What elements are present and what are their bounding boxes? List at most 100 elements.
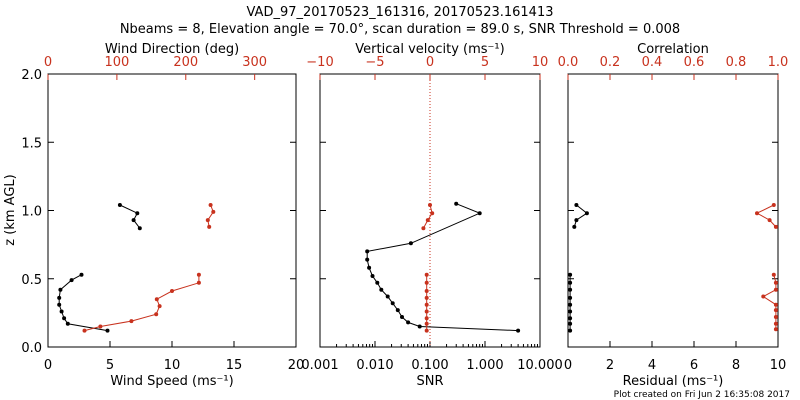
- wind-wind-speed-point: [58, 287, 63, 292]
- snr-snr-point: [408, 241, 413, 246]
- snr-snr-point: [375, 280, 380, 285]
- snr-snr-point: [477, 211, 482, 216]
- snr-vertical-velocity-point: [424, 321, 429, 326]
- residual-residual-point: [574, 218, 579, 223]
- snr-snr-point: [454, 201, 459, 206]
- wind-wind-direction-point: [154, 312, 159, 317]
- snr-top-tick-label: −10: [306, 55, 333, 70]
- residual-correlation-point: [773, 327, 778, 332]
- wind-wind-speed-point: [137, 226, 142, 231]
- snr-snr-point: [390, 301, 395, 306]
- snr-top-tick-label: −5: [365, 55, 384, 70]
- residual-x-axis-label: Residual (ms⁻¹): [623, 374, 724, 389]
- wind-top-tick-label: 200: [173, 55, 198, 70]
- y-tick-label: 2.0: [21, 68, 42, 83]
- residual-correlation-point: [761, 294, 766, 299]
- wind-wind-direction-point: [170, 289, 174, 293]
- residual-correlation-point: [773, 224, 778, 229]
- snr-vertical-velocity-line: [422, 204, 433, 229]
- residual-bottom-tick-label: 0: [564, 358, 572, 373]
- residual-residual-point: [568, 272, 573, 277]
- residual-top-tick-label: 0.4: [642, 55, 663, 70]
- y-axis-label: z (km AGL): [3, 174, 18, 245]
- snr-top-tick-label: 10: [532, 55, 549, 70]
- snr-x-axis-label: SNR: [416, 374, 443, 389]
- wind-bottom-tick-label: 0: [44, 358, 52, 373]
- wind-bottom-tick-label: 5: [106, 358, 114, 373]
- wind-wind-direction-line: [207, 204, 214, 228]
- residual-correlation-point: [773, 321, 778, 326]
- residual-correlation-line: [755, 204, 777, 228]
- wind-top-tick-label: 300: [242, 55, 267, 70]
- snr-vertical-velocity-point: [424, 316, 429, 321]
- wind-wind-speed-point: [57, 295, 62, 300]
- wind-wind-speed-point: [65, 321, 70, 326]
- wind-wind-direction-point: [196, 280, 201, 285]
- residual-correlation-point: [771, 272, 776, 277]
- residual-correlation-point: [755, 211, 759, 216]
- snr-snr-point: [379, 287, 384, 292]
- wind-wind-speed-point: [131, 218, 136, 223]
- snr-top-axis-label: Vertical velocity (ms⁻¹): [355, 42, 504, 57]
- snr-snr-line: [366, 203, 519, 332]
- snr-vertical-velocity-point: [421, 226, 426, 231]
- figure-title-line2: Nbeams = 8, Elevation angle = 70.0°, sca…: [120, 22, 680, 37]
- snr-snr-point: [370, 274, 375, 278]
- snr-vertical-velocity-point: [424, 272, 429, 277]
- wind-wind-speed-line: [119, 204, 141, 229]
- wind-wind-speed-point: [59, 309, 64, 314]
- residual-top-tick-label: 0.8: [726, 55, 747, 70]
- wind-bottom-tick-label: 10: [164, 358, 181, 373]
- snr-bottom-tick-label: 10.000: [517, 358, 563, 373]
- wind-wind-speed-point: [79, 272, 84, 277]
- residual-residual-point: [568, 287, 573, 292]
- wind-top-axis-label: Wind Direction (deg): [105, 42, 239, 57]
- snr-vertical-velocity-point: [424, 309, 429, 314]
- residual-top-axis-label: Correlation: [637, 42, 709, 57]
- snr-snr-point: [365, 257, 370, 262]
- snr-vertical-velocity-point: [424, 280, 429, 285]
- snr-vertical-velocity-point: [424, 295, 429, 300]
- snr-snr-point: [400, 315, 404, 319]
- residual-top-tick-label: 0.2: [600, 55, 621, 70]
- wind-wind-speed-point: [117, 203, 122, 207]
- wind-top-tick-label: 0: [44, 55, 52, 70]
- residual-residual-point: [568, 328, 573, 333]
- residual-residual-point: [568, 316, 573, 321]
- residual-residual-point: [568, 309, 573, 314]
- wind-wind-direction-point: [205, 218, 210, 223]
- residual-bottom-tick-label: 10: [770, 358, 787, 373]
- wind-x-axis-label: Wind Speed (ms⁻¹): [110, 374, 233, 389]
- residual-residual-point: [568, 295, 573, 300]
- wind-wind-speed-point: [135, 211, 140, 216]
- residual-residual-point: [584, 211, 589, 216]
- residual-bottom-tick-label: 6: [690, 358, 698, 373]
- wind-wind-direction-point: [157, 304, 162, 309]
- figure-title-line1: VAD_97_20170523_161316, 20170523.161413: [247, 5, 554, 20]
- residual-residual-point: [574, 203, 579, 207]
- wind-wind-speed-point: [69, 278, 74, 283]
- residual-bottom-tick-label: 8: [732, 358, 740, 373]
- residual-correlation-point: [773, 302, 778, 307]
- residual-correlation-point: [773, 280, 778, 285]
- snr-vertical-velocity-point: [424, 289, 429, 293]
- residual-residual-point: [568, 280, 573, 285]
- snr-snr-point: [367, 265, 372, 270]
- wind-bottom-tick-label: 15: [226, 358, 243, 373]
- residual-top-tick-label: 0.6: [684, 55, 705, 70]
- wind-wind-direction-point: [211, 209, 216, 214]
- wind-wind-direction-point: [196, 272, 201, 277]
- snr-vertical-velocity-point: [425, 218, 430, 223]
- wind-bottom-tick-label: 20: [288, 358, 305, 373]
- residual-correlation-point: [767, 218, 772, 223]
- wind-wind-direction-point: [154, 297, 159, 302]
- plot-credit: Plot created on Fri Jun 2 16:35:08 2017: [614, 390, 790, 400]
- residual-top-tick-label: 0.0: [558, 55, 579, 70]
- snr-snr-point: [385, 294, 390, 299]
- snr-top-tick-label: 5: [481, 55, 489, 70]
- wind-wind-speed-point: [57, 302, 62, 307]
- residual-bottom-tick-label: 4: [648, 358, 656, 373]
- wind-wind-direction-point: [208, 203, 213, 207]
